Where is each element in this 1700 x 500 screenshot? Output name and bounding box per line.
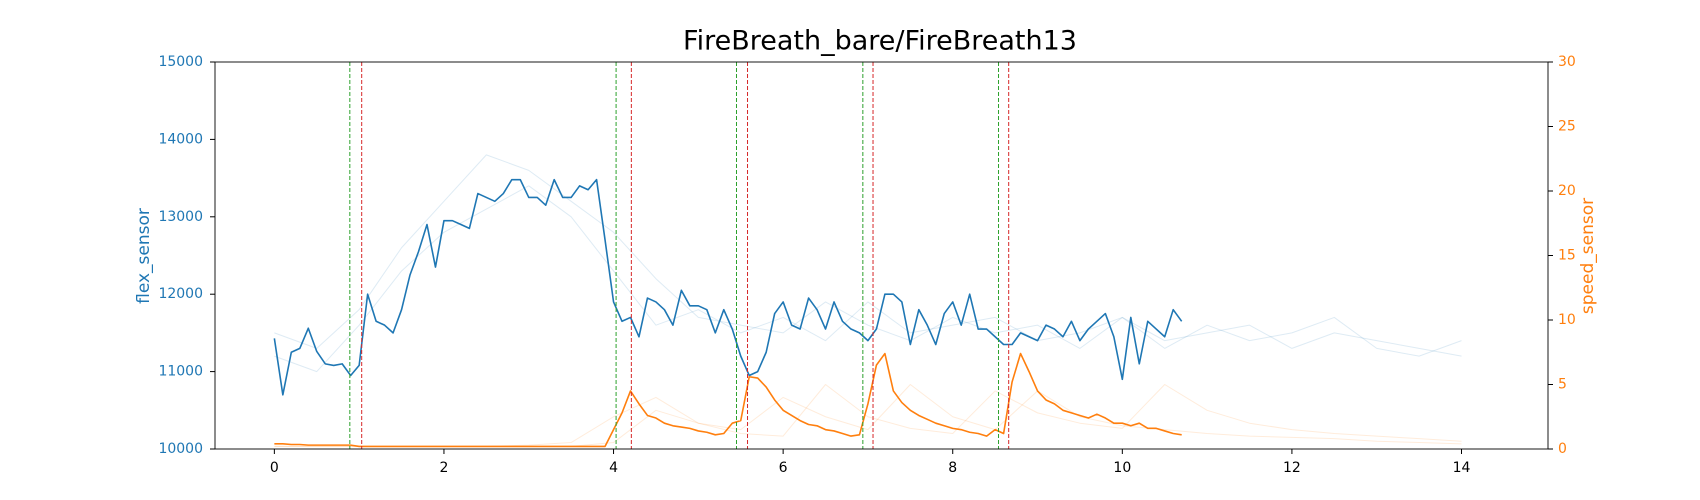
x-tick-label: 6 [779,460,788,476]
x-tick-label: 4 [609,460,618,476]
x-tick-label: 12 [1283,460,1301,476]
x-tick-label: 8 [948,460,957,476]
y2-tick-label: 20 [1558,183,1576,199]
y2-tick-label: 25 [1558,119,1576,135]
y2-tick-label: 10 [1558,312,1576,328]
y2-tick-label: 0 [1558,441,1567,457]
y2-tick-label: 5 [1558,377,1567,393]
y-tick-label: 12000 [158,286,203,302]
y2-axis-label: speed_sensor [1578,198,1598,314]
y2-tick-label: 15 [1558,248,1576,264]
series-line [273,178,1183,396]
y-tick-label: 13000 [158,209,203,225]
y2-tick-label: 30 [1558,54,1576,70]
series-line [274,352,1182,448]
y-axis-label: flex_sensor [134,208,154,304]
x-tick-label: 0 [270,460,279,476]
x-tick-label: 14 [1453,460,1471,476]
x-tick-label: 10 [1113,460,1131,476]
plot-area [273,62,1462,449]
series-line [274,154,1462,357]
x-tick-label: 2 [439,460,448,476]
y-tick-label: 15000 [158,54,203,70]
chart-title: FireBreath_bare/FireBreath13 [683,26,1077,57]
y-tick-label: 10000 [158,441,203,457]
y-tick-label: 11000 [158,364,203,380]
y-tick-label: 14000 [158,131,203,147]
